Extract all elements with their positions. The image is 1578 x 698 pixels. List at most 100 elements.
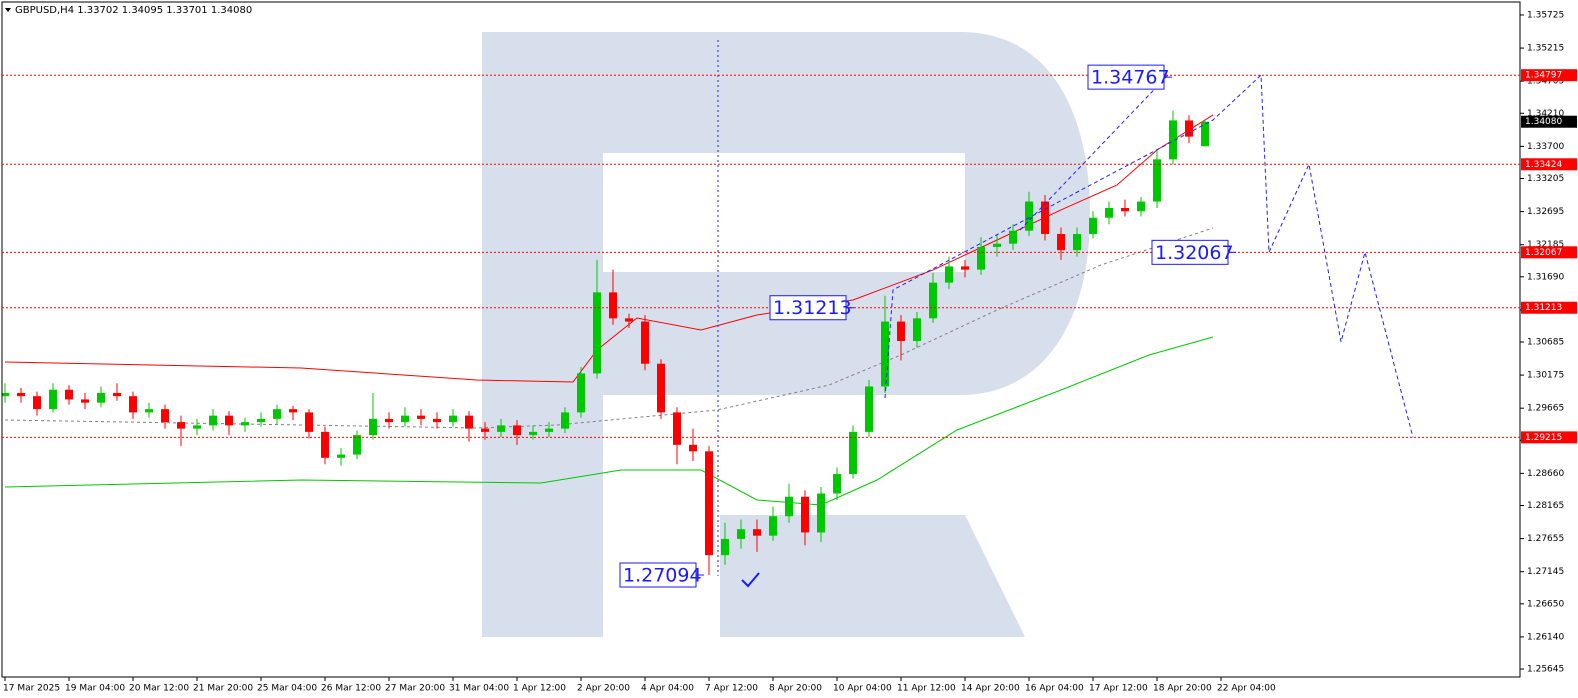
y-tick-label: 1.35215 [1527, 44, 1564, 54]
x-tick-label: 16 Apr 04:00 [1025, 684, 1084, 694]
candle-body [769, 516, 777, 536]
candle-body [785, 496, 793, 517]
candle-body [193, 425, 201, 429]
x-tick-label: 31 Mar 04:00 [449, 684, 509, 694]
y-tick-label: 1.34705 [1527, 77, 1564, 87]
candle-body [961, 266, 969, 270]
candle-body [1041, 201, 1049, 234]
x-tick-label: 14 Apr 20:00 [961, 684, 1020, 694]
y-tick-label: 1.31690 [1527, 272, 1564, 282]
candle-body [337, 454, 345, 458]
candle-body [353, 435, 361, 455]
candle-body [993, 243, 1001, 247]
x-tick-label: 4 Apr 04:00 [641, 684, 694, 694]
current-price-label: 1.34080 [1525, 117, 1562, 127]
candle-body [145, 409, 153, 413]
y-tick-label: 1.29665 [1527, 404, 1564, 414]
x-tick-label: 17 Mar 2025 [3, 684, 60, 694]
candle-body [161, 409, 169, 423]
candle-body [753, 529, 761, 536]
plot-border [1, 1, 1521, 678]
candle-body [561, 412, 569, 429]
candle-body [449, 415, 457, 423]
y-tick-label: 1.35725 [1527, 10, 1564, 20]
candle-body [1121, 208, 1129, 212]
candle-body [1169, 120, 1177, 160]
y-tick-label: 1.27145 [1527, 567, 1564, 577]
forecast-path [884, 74, 1414, 438]
candle-body [641, 321, 649, 364]
candle-body [209, 415, 217, 426]
candle-body [385, 418, 393, 423]
candle-body [625, 318, 633, 322]
candle-body [1009, 230, 1017, 244]
y-tick-label: 1.26140 [1527, 632, 1564, 642]
y-tick-label: 1.32695 [1527, 207, 1564, 217]
x-tick-label: 11 Apr 12:00 [897, 684, 956, 694]
plot-area [2, 74, 1414, 576]
candle-body [881, 321, 889, 387]
y-tick-label: 1.25645 [1527, 665, 1564, 675]
candle-body [1137, 201, 1145, 212]
candle-body [497, 425, 505, 432]
candle-body [401, 415, 409, 423]
x-tick-label: 20 Mar 12:00 [129, 684, 189, 694]
candle-body [97, 392, 105, 403]
y-tick-label: 1.33700 [1527, 142, 1564, 152]
candle-body [177, 422, 185, 429]
candle-body [737, 529, 745, 539]
y-tick-label: 1.34210 [1527, 109, 1564, 119]
candle-body [977, 246, 985, 270]
candle-body [1201, 121, 1209, 147]
x-tick-label: 2 Apr 20:00 [577, 684, 630, 694]
level-label: 1.34797 [1525, 71, 1562, 81]
x-tick-label: 27 Mar 20:00 [385, 684, 445, 694]
candle-body [1105, 208, 1113, 218]
annotation-label: 1.32067 [1155, 242, 1234, 264]
x-tick-label: 22 Apr 04:00 [1217, 684, 1276, 694]
candle-body [2, 392, 9, 397]
level-label: 1.29215 [1525, 433, 1562, 443]
candle-body [273, 409, 281, 419]
x-tick-label: 1 Apr 12:00 [513, 684, 566, 694]
candle-body [1025, 201, 1033, 231]
annotation-label: 1.31213 [773, 297, 852, 319]
candle-body [305, 412, 313, 432]
candle-body [289, 409, 297, 413]
candle-body [673, 412, 681, 445]
level-label: 1.31213 [1525, 303, 1562, 313]
candle-body [465, 415, 473, 429]
y-tick-label: 1.27655 [1527, 534, 1564, 544]
candle-body [865, 386, 873, 432]
chart-title: GBPUSD,H4 1.33702 1.34095 1.33701 1.3408… [15, 5, 252, 16]
level-label-bg [1521, 158, 1577, 171]
check-icon [741, 572, 760, 588]
candle-body [49, 389, 57, 410]
annotation-box [619, 562, 697, 588]
candle-body [689, 444, 697, 452]
candle-body [1153, 159, 1161, 202]
candle-body [913, 318, 921, 342]
candle-body [545, 428, 553, 432]
candle-body [65, 389, 73, 400]
candle-body [1073, 233, 1081, 251]
watermark-counter [603, 153, 965, 272]
level-label-bg [1521, 301, 1577, 314]
candle-body [577, 373, 585, 413]
x-tick-label: 7 Apr 12:00 [705, 684, 758, 694]
x-tick-label: 25 Mar 04:00 [257, 684, 317, 694]
candle-body [929, 282, 937, 319]
annotation-label: 1.27094 [623, 565, 702, 587]
trend-line [1019, 72, 1171, 231]
y-tick-label: 1.33205 [1527, 174, 1564, 184]
current-price-bg [1521, 115, 1577, 128]
candle-body [225, 415, 233, 426]
candle-body [369, 418, 377, 436]
level-label-bg [1521, 246, 1577, 259]
candle-body [721, 538, 729, 556]
candle-body [1057, 233, 1065, 251]
x-tick-label: 10 Apr 04:00 [833, 684, 892, 694]
level-label-bg [1521, 431, 1577, 444]
menu-icon [5, 8, 11, 12]
